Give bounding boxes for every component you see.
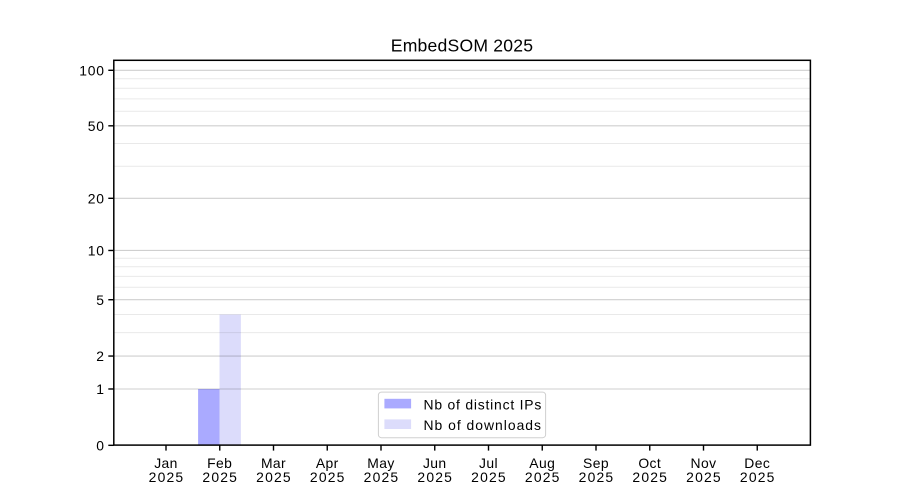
svg-text:100: 100 <box>79 62 105 78</box>
svg-text:5: 5 <box>96 292 105 308</box>
svg-text:Nb of downloads: Nb of downloads <box>424 417 542 433</box>
svg-text:50: 50 <box>88 118 105 134</box>
svg-text:1: 1 <box>96 381 105 397</box>
svg-text:EmbedSOM 2025: EmbedSOM 2025 <box>391 35 533 55</box>
svg-text:10: 10 <box>88 243 105 259</box>
svg-text:Nb of distinct IPs: Nb of distinct IPs <box>424 396 543 412</box>
svg-text:2: 2 <box>96 348 105 364</box>
svg-text:20: 20 <box>88 190 105 206</box>
svg-text:0: 0 <box>96 437 105 453</box>
